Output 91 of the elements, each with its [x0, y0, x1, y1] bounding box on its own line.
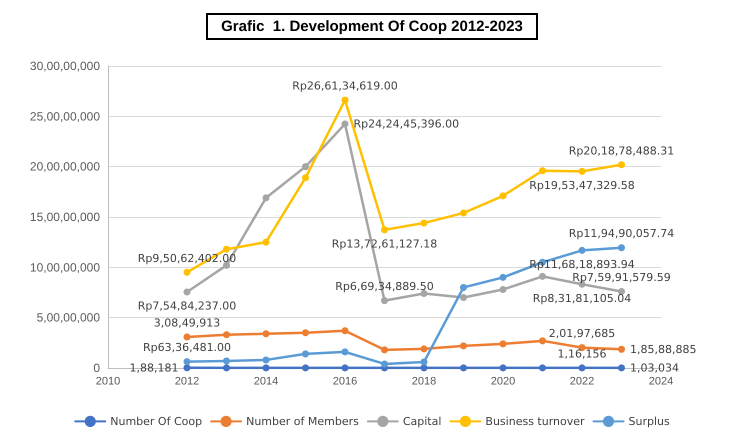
point	[539, 272, 546, 280]
data-label: Rp8,31,81,105.04	[532, 292, 632, 305]
data-label: 1,88,181	[130, 361, 178, 374]
point	[302, 350, 309, 358]
point	[381, 226, 388, 234]
point	[500, 286, 506, 293]
point	[223, 246, 230, 253]
point	[618, 244, 625, 252]
point	[578, 246, 586, 254]
point	[184, 268, 190, 276]
point	[262, 330, 270, 338]
point	[618, 161, 625, 168]
y-tick-label: 5,00,00,000	[36, 310, 100, 325]
point	[500, 192, 506, 200]
point	[460, 342, 467, 350]
point	[539, 167, 546, 174]
data-label: 3,08,49,913	[154, 316, 220, 330]
point	[420, 220, 428, 227]
x-tick-label: 2018	[412, 376, 436, 388]
point	[420, 345, 428, 352]
data-label: 1,85,88,885	[630, 342, 696, 356]
point	[460, 209, 467, 216]
point	[342, 348, 348, 356]
point	[262, 238, 270, 246]
y-tick-label: 20,00,00,000	[30, 160, 100, 174]
point	[302, 364, 309, 372]
x-tick-label: 2022	[570, 376, 594, 388]
legend-label: Business turnover	[485, 414, 586, 428]
point	[184, 288, 190, 296]
point	[262, 356, 270, 364]
point	[184, 364, 190, 372]
point	[500, 274, 506, 281]
data-label: Rp7,59,91,579.59	[572, 271, 671, 284]
x-tick-label: 2016	[332, 376, 358, 388]
data-label: Rp26,61,34,619.00	[292, 80, 398, 93]
point	[302, 174, 309, 182]
data-label: Rp24,24,45,396.00	[354, 117, 460, 130]
point	[184, 358, 190, 366]
point	[500, 364, 506, 372]
data-label: Rp63,36,481.00	[142, 341, 232, 354]
data-label: Rp19,53,47,329.58	[529, 178, 635, 192]
data-label: Rp11,94,90,057.74	[568, 227, 674, 240]
data-label: Rp13,72,61,127.18	[332, 237, 438, 250]
x-tick-label: 2014	[254, 376, 278, 388]
point	[420, 358, 428, 366]
point	[381, 346, 388, 354]
point	[223, 331, 230, 338]
point	[342, 327, 348, 334]
data-label: Rp7,54,84,237.00	[138, 300, 236, 313]
point	[223, 364, 230, 372]
point	[381, 360, 388, 368]
point	[618, 346, 625, 353]
y-tick-label: 25,00,00,000	[30, 109, 100, 124]
y-tick-label: 0	[93, 361, 100, 375]
point	[460, 364, 467, 372]
data-label: Rp20,18,78,488.31	[568, 144, 674, 158]
x-tick-label: 2020	[490, 376, 516, 388]
point	[342, 364, 348, 372]
point	[460, 294, 467, 302]
legend-label: Capital	[402, 414, 442, 428]
point	[184, 333, 190, 340]
data-label: 1,16,156	[558, 347, 606, 360]
point	[381, 297, 388, 304]
x-tick-label: 2010	[96, 376, 120, 388]
point	[578, 168, 586, 175]
x-tick-label: 2012	[174, 376, 200, 388]
point	[539, 364, 546, 372]
x-tick-label: 2024	[648, 376, 674, 388]
point	[618, 364, 625, 372]
data-label: 1,03,034	[630, 361, 679, 374]
point	[262, 364, 270, 372]
data-label: 2,01,97,685	[548, 327, 616, 340]
point	[578, 364, 586, 372]
point	[223, 357, 230, 364]
point	[460, 284, 467, 291]
data-label: Rp6,69,34,889.50	[335, 280, 434, 294]
point	[539, 337, 546, 344]
legend-label: Surplus	[628, 414, 670, 428]
y-tick-label: 30,00,00,000	[30, 59, 100, 73]
legend-label: Number of Members	[246, 414, 360, 428]
point	[342, 96, 348, 104]
point	[500, 340, 506, 348]
chart-title: Grafic 1. Development Of Coop 2012-2023	[221, 18, 523, 35]
point	[302, 163, 309, 170]
y-tick-label: 10,00,00,000	[30, 260, 100, 274]
point	[342, 120, 348, 128]
point	[302, 329, 309, 336]
point	[420, 364, 428, 372]
y-tick-label: 15,00,00,000	[30, 210, 100, 224]
legend-label: Number Of Coop	[110, 414, 202, 428]
point	[262, 194, 270, 202]
